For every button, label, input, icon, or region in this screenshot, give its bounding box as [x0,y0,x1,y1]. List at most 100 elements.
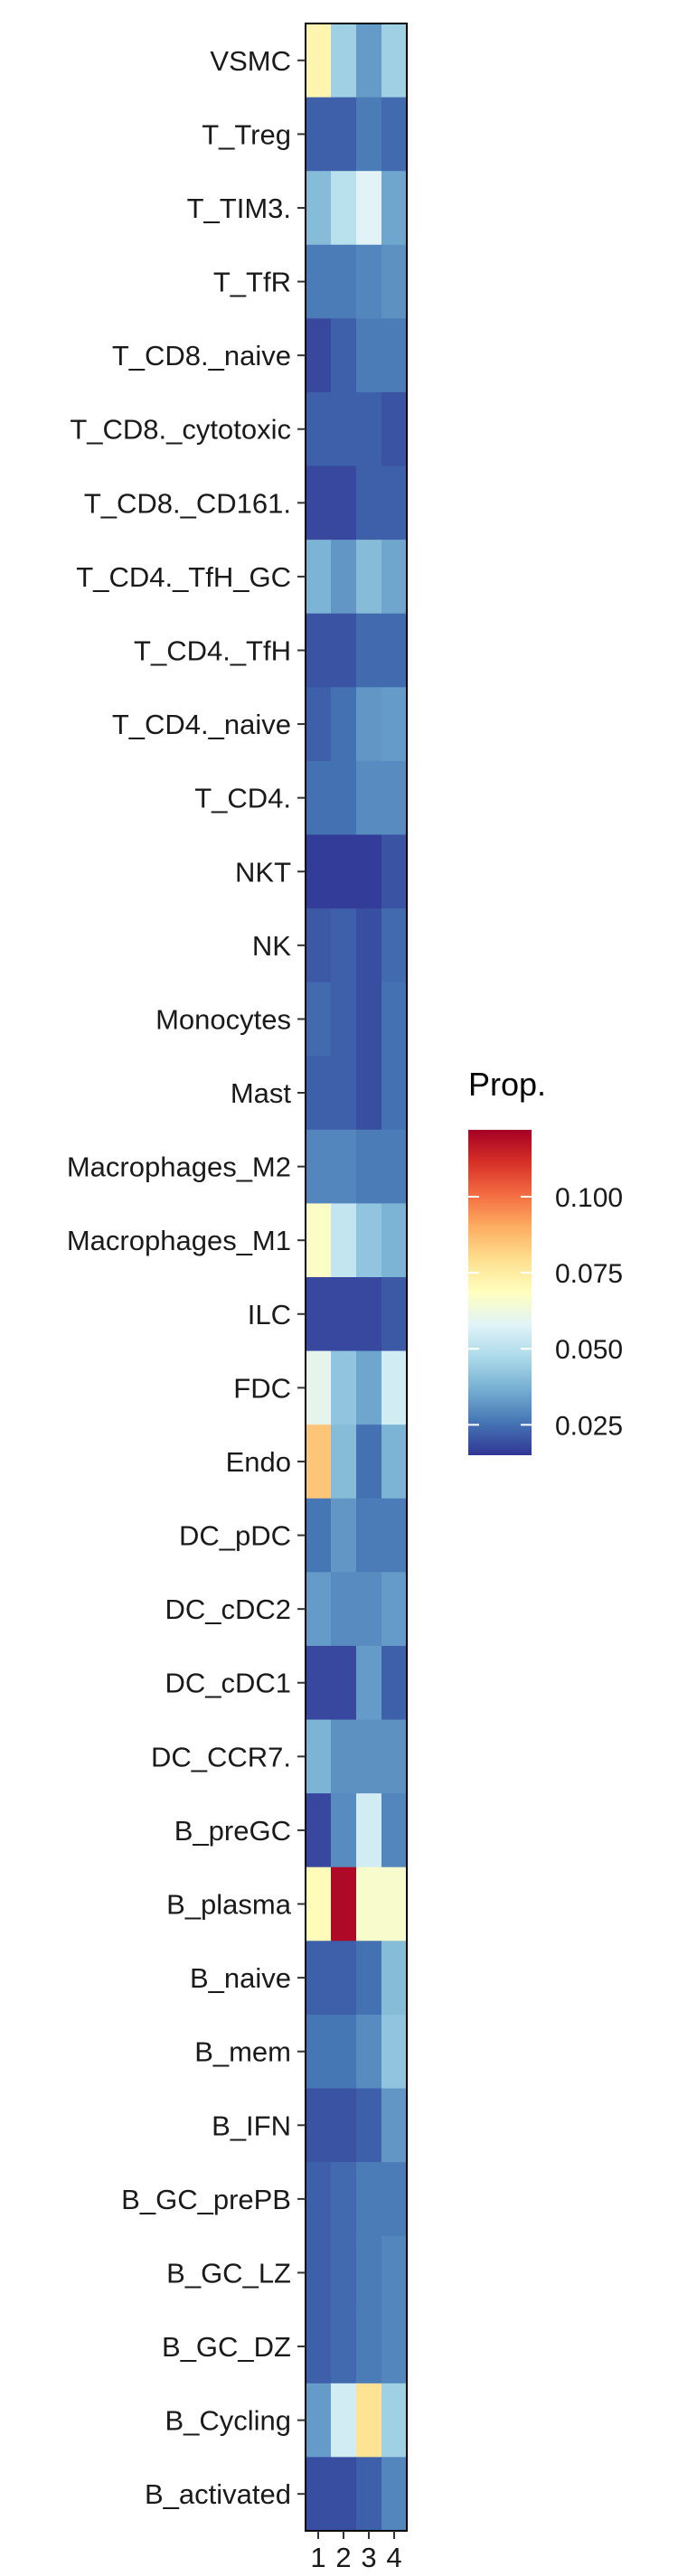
heatmap-cell [306,2014,332,2090]
heatmap-cell [306,1941,332,2016]
heatmap-cell [331,97,357,172]
row-label: VSMC [210,45,291,77]
row-label: T_Treg [202,118,291,150]
heatmap-cell [381,1793,408,1868]
heatmap-cell [381,1941,408,2016]
heatmap-cell [356,2383,382,2458]
heatmap-cell [331,1498,357,1573]
heatmap-cell [381,2088,408,2163]
heatmap-cell [356,1572,382,1647]
heatmap-cell [306,540,332,615]
row-label: FDC [233,1372,291,1404]
row-label: T_CD8._CD161. [84,487,291,519]
heatmap-cell [331,1572,357,1647]
heatmap-cell [356,1719,382,1794]
heatmap-cell [356,1056,382,1131]
heatmap-cell [331,465,357,541]
heatmap-cell [331,2088,357,2163]
heatmap-cell [331,171,357,246]
heatmap-cell [306,1645,332,1721]
heatmap-cell [356,834,382,909]
heatmap-cell [331,1793,357,1868]
row-label: Macrophages_M1 [67,1225,291,1256]
row-label: B_activated [145,2478,291,2510]
heatmap-cell [331,1203,357,1278]
heatmap-cell [356,760,382,836]
row-label: T_CD4. [194,783,291,814]
row-label: T_TIM3. [187,193,291,224]
heatmap-cell [356,982,382,1057]
heatmap-cell [306,2088,332,2163]
heatmap-cell [381,2162,408,2237]
legend-ticks: 0.025 0.050 0.075 0.100 [468,1183,623,1441]
heatmap-cell [306,1572,332,1647]
heatmap-cell [331,244,357,319]
row-label: NKT [235,856,291,888]
heatmap-cell [331,1719,357,1794]
row-label: Macrophages_M2 [67,1152,291,1183]
row-label: T_CD4._TfH [134,635,291,667]
heatmap-cell [381,1572,408,1647]
heatmap-cell [331,24,357,99]
heatmap-cell [356,244,382,319]
heatmap-cell [381,908,408,983]
heatmap-cell [381,834,408,909]
heatmap-cell [381,2309,408,2384]
row-label: Mast [231,1077,292,1109]
heatmap-cell [331,613,357,688]
heatmap-cell [381,2014,408,2090]
heatmap-cell [306,2309,332,2384]
heatmap-cell [331,2235,357,2310]
heatmap-cell [356,2162,382,2237]
heatmap-cell [331,2457,357,2532]
heatmap-cell [381,540,408,615]
heatmap-cell [306,2235,332,2310]
heatmap-cell [356,2457,382,2532]
heatmap-cell [306,1203,332,1278]
heatmap-cell [331,318,357,393]
heatmap-cell [356,2088,382,2163]
heatmap-cell [356,2235,382,2310]
heatmap-cell [356,613,382,688]
row-labels: VSMC T_Treg T_TIM3. T_TfR T_CD8._naive T_CD8.… [67,45,306,2510]
heatmap-cell [356,2014,382,2090]
row-label: Endo [226,1446,291,1478]
heatmap-cell [306,2457,332,2532]
column-label: 1 [310,2542,325,2573]
heatmap-cell [331,2383,357,2458]
row-label: DC_cDC1 [165,1668,291,1699]
legend-title: Prop. [468,1066,546,1103]
heatmap-cell [381,982,408,1057]
heatmap-cell [381,1129,408,1205]
legend-tick-label: 0.050 [555,1335,623,1365]
heatmap-cell [381,97,408,172]
row-label: T_CD4._naive [112,709,291,740]
heatmap-cell [306,1719,332,1794]
heatmap-cell [381,760,408,836]
heatmap-cell [306,1350,332,1425]
heatmap-cell [331,540,357,615]
heatmap-cell [306,760,332,836]
heatmap-cell [356,1941,382,2016]
heatmap-cell [306,1498,332,1573]
heatmap-cell [331,982,357,1057]
heatmap-cell [331,1645,357,1721]
heatmap-cell [356,1498,382,1573]
heatmap-cell [381,1277,408,1352]
heatmap-cell [306,465,332,541]
heatmap-cell [381,1498,408,1573]
heatmap-cell [331,1350,357,1425]
heatmap-cell [381,687,408,762]
row-label: B_Cycling [165,2405,291,2437]
heatmap-cell [381,2457,408,2532]
row-label: B_plasma [166,1889,292,1921]
heatmap-cell [306,613,332,688]
row-label: T_TfR [213,267,291,298]
row-label: T_CD8._naive [112,340,291,371]
heatmap-cell [356,1277,382,1352]
heatmap-cells [306,24,408,2532]
heatmap-cell [381,391,408,467]
row-label: B_GC_LZ [166,2257,291,2289]
